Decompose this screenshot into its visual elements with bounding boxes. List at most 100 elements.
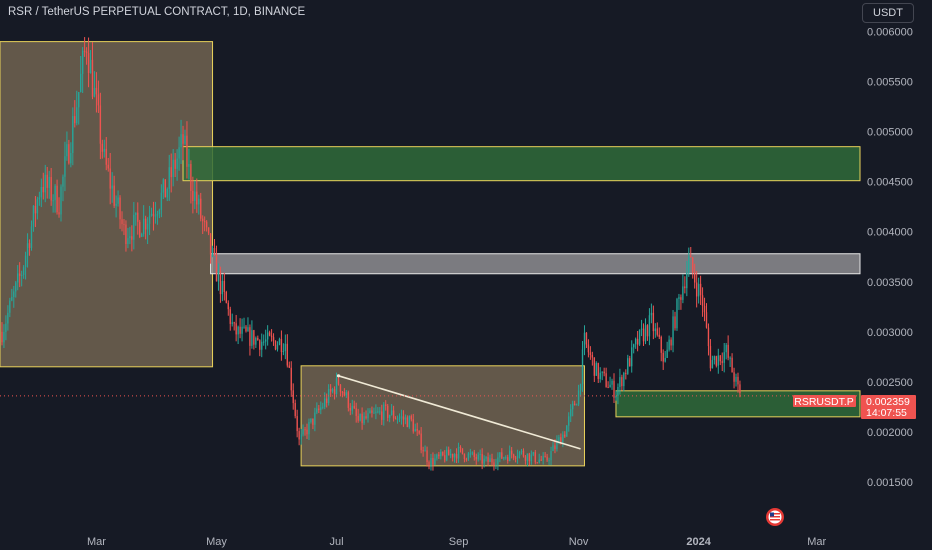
candle-body <box>253 330 255 345</box>
candle-body <box>711 360 714 369</box>
candle-body <box>150 213 153 216</box>
candle-body <box>139 221 141 237</box>
candle-body <box>426 450 428 463</box>
candle-body <box>341 391 344 393</box>
flag-icon[interactable] <box>766 508 784 526</box>
candle-body <box>369 410 371 414</box>
candle-body <box>325 398 328 403</box>
candle-body <box>568 416 570 426</box>
x-tick-label: May <box>206 536 227 548</box>
candle-body <box>546 456 548 461</box>
candle-body <box>213 248 216 254</box>
candle-body <box>28 243 31 248</box>
candle-body <box>424 450 426 452</box>
candle-body <box>534 452 536 463</box>
zone-box-3 <box>300 365 585 467</box>
bar-countdown: 14:07:55 <box>866 407 907 419</box>
candle-body <box>257 337 259 341</box>
candle-body <box>68 144 70 164</box>
price-axis[interactable]: 0.006000 0.005500 0.005000 0.004500 0.004000… <box>867 27 913 489</box>
candle-body <box>520 450 523 452</box>
candle-body <box>607 386 609 388</box>
candle-body <box>631 347 633 367</box>
trendline <box>338 375 581 450</box>
candle-body <box>709 346 712 369</box>
candle-body <box>528 453 531 462</box>
candle-body <box>196 191 198 205</box>
candle-body <box>703 305 706 313</box>
candle-body <box>48 177 50 188</box>
candle-body <box>532 452 535 455</box>
candle-body <box>471 452 473 454</box>
candle-body <box>388 415 391 418</box>
candle-body <box>38 197 41 200</box>
candle-body <box>363 416 365 424</box>
candle-body <box>615 395 617 398</box>
candle-body <box>448 449 450 456</box>
candle-body <box>507 457 509 462</box>
candle-body <box>205 221 208 228</box>
candle-body <box>491 458 493 463</box>
candle-body <box>76 107 78 124</box>
time-axis[interactable]: Mar May Jul Sep Nov 2024 Mar <box>87 536 827 548</box>
candle-body <box>400 416 403 418</box>
candle-body <box>1 331 3 343</box>
candle-body <box>731 357 733 373</box>
candle-body <box>530 454 533 462</box>
candle-body <box>83 50 86 52</box>
candle-body <box>575 404 578 406</box>
candle-body <box>11 296 13 301</box>
candle-body <box>111 185 113 189</box>
candle-body <box>510 450 513 455</box>
candle-body <box>331 389 334 392</box>
candle-body <box>481 454 483 464</box>
candle-body <box>306 429 308 435</box>
candle-body <box>316 408 318 413</box>
candle-body <box>418 430 420 434</box>
candle-body <box>54 185 56 201</box>
candle-body <box>617 386 619 396</box>
candle-body <box>619 377 621 387</box>
last-price-value: 0.002359 <box>866 396 910 408</box>
candle-body <box>735 376 737 382</box>
candle-body <box>455 453 458 459</box>
x-tick-label: 2024 <box>686 536 711 548</box>
candle-body <box>81 50 84 74</box>
candle-body <box>36 199 39 214</box>
candle-body <box>320 407 322 411</box>
candle-body <box>676 298 678 329</box>
candle-body <box>268 332 271 336</box>
candle-body <box>410 416 412 420</box>
candle-body <box>121 219 123 225</box>
candle-body <box>144 218 147 230</box>
candle-body <box>597 363 599 379</box>
candle-body <box>192 190 194 201</box>
candle-body <box>613 380 615 398</box>
candle-body <box>467 453 470 460</box>
candle-body <box>357 415 359 421</box>
candle-body <box>636 338 639 345</box>
candle-body <box>42 186 44 193</box>
candle-body <box>446 449 448 461</box>
candle-body <box>566 425 568 437</box>
candle-body <box>278 338 281 345</box>
candle-body <box>690 256 692 258</box>
candle-body <box>697 283 700 297</box>
candle-body <box>538 459 540 463</box>
candle-body <box>251 330 253 346</box>
candle-body <box>113 185 115 206</box>
candle-body <box>115 203 117 206</box>
candle-body <box>499 452 501 458</box>
candle-body <box>473 452 475 458</box>
candle-body <box>412 419 414 432</box>
candle-body <box>89 59 92 74</box>
currency-selector-button[interactable]: USDT <box>862 3 914 23</box>
candle-body <box>666 349 668 358</box>
candle-body <box>642 328 645 342</box>
candle-body <box>229 309 231 324</box>
x-tick-label: Mar <box>807 536 826 548</box>
candle-body <box>97 94 100 106</box>
candle-body <box>308 421 310 435</box>
candle-body <box>705 312 708 328</box>
